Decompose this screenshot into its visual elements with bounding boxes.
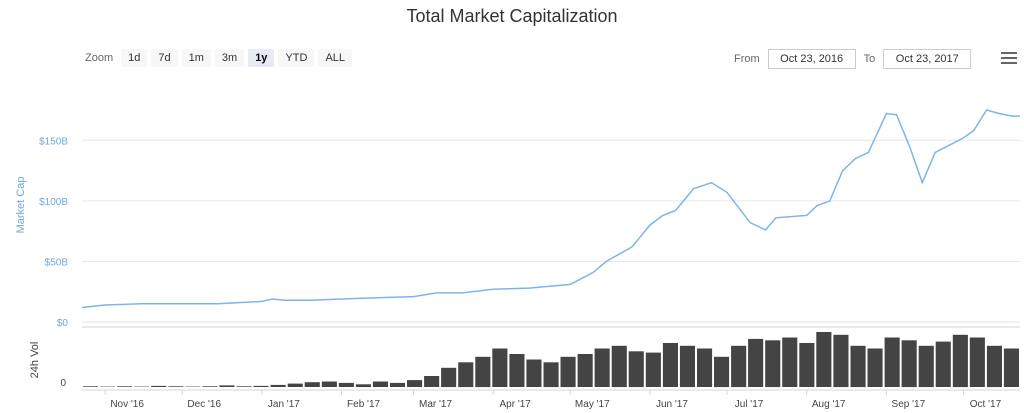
x-tick-label: Mar '17: [419, 399, 452, 410]
x-tick-label: Jul '17: [735, 399, 764, 410]
zoom-1y-button[interactable]: 1y: [248, 49, 275, 67]
volume-bar: [372, 381, 388, 387]
volume-bar: [611, 345, 627, 388]
zoom-1m-button[interactable]: 1m: [181, 49, 211, 67]
volume-bar: [355, 384, 371, 388]
x-tick-label: Jan '17: [268, 399, 300, 410]
volume-bar: [867, 348, 883, 387]
volume-bar: [918, 345, 934, 388]
volume-bar: [492, 348, 508, 387]
grid-lines: [82, 139, 1020, 323]
volume-bar: [287, 383, 303, 387]
volume-bar: [168, 386, 184, 387]
x-tick-label: Jun '17: [656, 399, 688, 410]
volume-bar: [202, 386, 218, 387]
market-cap-line: [81, 109, 1020, 309]
volume-axis-title: 24h Vol: [29, 342, 41, 379]
x-tick-label: Oct '17: [970, 399, 1002, 410]
volume-bar: [560, 356, 576, 388]
volume-bar: [628, 351, 644, 388]
volume-bar: [270, 384, 286, 387]
volume-bar: [321, 381, 337, 387]
volume-bar: [83, 386, 99, 387]
volume-bar: [782, 337, 798, 387]
volume-bar: [151, 385, 167, 387]
volume-bar: [765, 340, 781, 388]
x-tick-label: Aug '17: [812, 399, 846, 410]
date-range: From Oct 23, 2016 To Oct 23, 2017: [734, 49, 972, 69]
from-date-input[interactable]: Oct 23, 2016: [767, 49, 856, 69]
volume-bar: [441, 367, 457, 388]
x-tick-label: Feb '17: [347, 399, 380, 410]
zoom-1d-button[interactable]: 1d: [121, 49, 148, 67]
x-axis-ticks: Nov '16 Dec '16 Jan '17 Feb '17 Mar '17 Apr '…: [104, 390, 1002, 410]
volume-bar: [407, 380, 423, 387]
x-tick-label: May '17: [575, 399, 610, 410]
volume-bar: [748, 338, 764, 387]
volume-bar: [458, 362, 474, 388]
volume-bar: [799, 343, 815, 387]
volume-bar: [679, 345, 695, 388]
volume-bar: [697, 348, 713, 387]
zoom-ytd-button[interactable]: YTD: [278, 49, 315, 67]
volume-bar: [969, 337, 985, 387]
to-date-input[interactable]: Oct 23, 2017: [883, 49, 972, 69]
from-label: From: [734, 53, 760, 65]
y-tick-label: $100B: [39, 197, 68, 208]
volume-bar: [850, 345, 866, 388]
y-tick-label: $150B: [39, 136, 68, 147]
zoom-all-button[interactable]: ALL: [318, 49, 353, 67]
volume-bar: [577, 354, 593, 387]
x-tick-label: Nov '16: [110, 399, 144, 410]
volume-bar: [219, 385, 235, 387]
volume-bar: [816, 332, 832, 387]
volume-bar: [475, 356, 491, 388]
volume-bar: [1003, 348, 1019, 387]
volume-tick-0: 0: [60, 378, 66, 389]
volume-bar: [645, 352, 661, 387]
volume-bar: [986, 345, 1002, 388]
volume-bar: [338, 382, 354, 387]
to-label: To: [863, 53, 876, 65]
zoom-7d-button[interactable]: 7d: [151, 49, 178, 67]
volume-bar: [935, 341, 951, 387]
hamburger-menu-icon[interactable]: [1001, 52, 1017, 66]
y-tick-label: $50B: [45, 257, 69, 268]
volume-bar: [236, 386, 252, 387]
volume-bar: [253, 385, 269, 387]
x-tick-label: Sep '17: [892, 399, 926, 410]
y-axis-ticks: $0 $50B $100B $150B: [39, 136, 68, 329]
volume-bar: [731, 345, 747, 388]
volume-bar: [901, 340, 917, 388]
volume-bar: [390, 382, 406, 387]
chart-title: Total Market Capitalization: [406, 6, 618, 26]
volume-bar: [833, 334, 849, 388]
volume-bar: [304, 382, 320, 387]
volume-bar: [714, 356, 730, 388]
volume-bar: [543, 362, 559, 388]
volume-bar: [952, 334, 968, 388]
volume-bar: [884, 337, 900, 387]
zoom-label: Zoom: [85, 52, 114, 64]
volume-bar: [662, 343, 678, 387]
x-tick-label: Apr '17: [499, 399, 531, 410]
volume-bar: [509, 354, 525, 387]
volume-bar: [594, 348, 610, 387]
volume-bar: [526, 359, 542, 387]
volume-bars: [83, 332, 1019, 388]
y-axis-title: Market Cap: [15, 177, 27, 234]
x-tick-label: Dec '16: [187, 399, 221, 410]
y-tick-label: $0: [57, 318, 69, 329]
zoom-controls: Zoom 1d 7d 1m 3m 1y YTD ALL: [85, 49, 353, 67]
volume-bar: [424, 376, 440, 387]
zoom-3m-button[interactable]: 3m: [214, 49, 245, 67]
volume-bar: [117, 386, 133, 387]
